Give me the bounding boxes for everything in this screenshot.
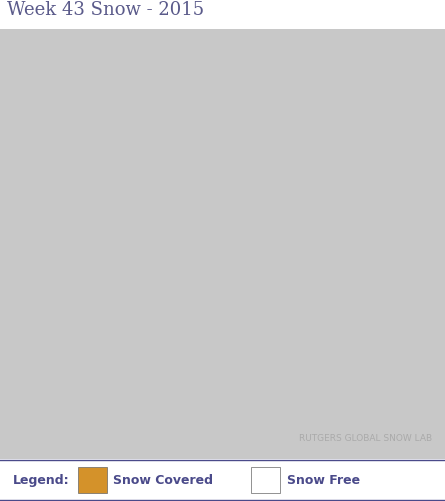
Text: Snow Free: Snow Free	[287, 473, 360, 486]
Text: RUTGERS GLOBAL SNOW LAB: RUTGERS GLOBAL SNOW LAB	[299, 433, 432, 442]
Text: Snow Covered: Snow Covered	[113, 473, 214, 486]
Bar	[251, 467, 280, 492]
Text: Legend:: Legend:	[13, 473, 70, 486]
Bar	[78, 467, 107, 492]
Text: Week 43 Snow - 2015: Week 43 Snow - 2015	[7, 2, 204, 20]
